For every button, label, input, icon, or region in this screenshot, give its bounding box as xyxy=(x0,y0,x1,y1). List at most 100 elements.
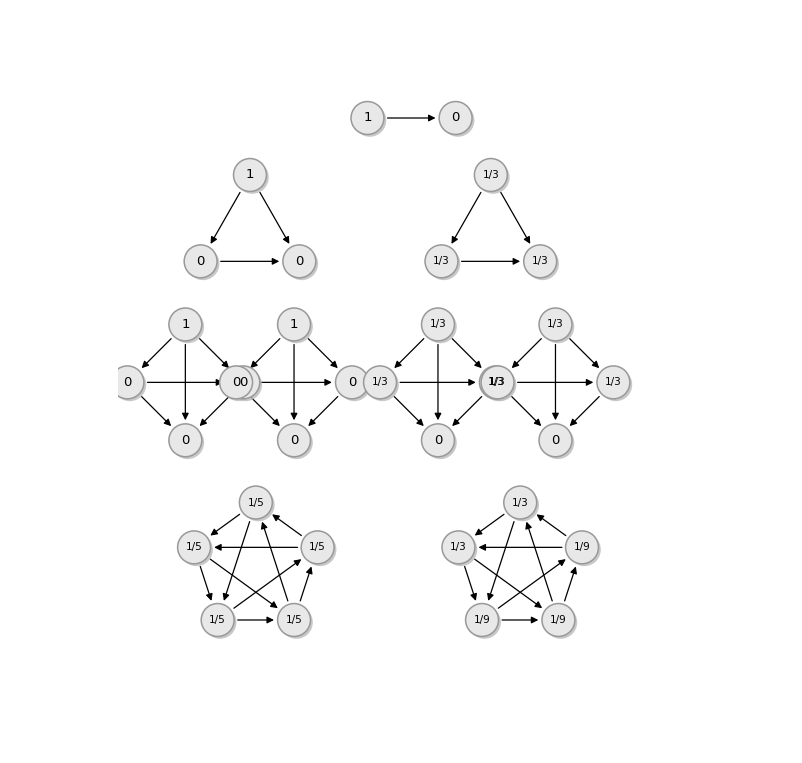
Text: 1/3: 1/3 xyxy=(546,320,563,330)
Circle shape xyxy=(113,369,146,401)
Text: 1/3: 1/3 xyxy=(482,170,499,180)
Circle shape xyxy=(479,366,512,399)
Text: 1: 1 xyxy=(290,318,298,331)
Text: 1/3: 1/3 xyxy=(449,542,466,552)
Circle shape xyxy=(301,531,334,564)
Circle shape xyxy=(111,366,144,399)
Circle shape xyxy=(421,308,454,341)
Text: 0: 0 xyxy=(551,434,559,447)
Circle shape xyxy=(541,311,573,343)
Text: 1: 1 xyxy=(245,169,254,182)
Text: 0: 0 xyxy=(232,376,240,389)
Text: 1/3: 1/3 xyxy=(488,378,505,388)
Text: 1/3: 1/3 xyxy=(531,256,548,266)
Circle shape xyxy=(468,606,500,639)
Text: 1/5: 1/5 xyxy=(286,615,302,625)
Circle shape xyxy=(201,604,234,636)
Circle shape xyxy=(277,424,310,457)
Circle shape xyxy=(567,533,600,566)
Circle shape xyxy=(168,308,201,341)
Circle shape xyxy=(280,427,313,459)
Text: 0: 0 xyxy=(295,255,303,268)
Circle shape xyxy=(350,101,383,134)
Circle shape xyxy=(233,159,266,192)
Text: 1/5: 1/5 xyxy=(309,542,326,552)
Circle shape xyxy=(203,606,236,639)
Text: 1/5: 1/5 xyxy=(209,615,225,625)
Circle shape xyxy=(177,531,210,564)
Circle shape xyxy=(338,369,371,401)
Text: 1/9: 1/9 xyxy=(473,615,490,625)
Text: 0: 0 xyxy=(123,376,132,389)
Text: 0: 0 xyxy=(239,376,247,389)
Circle shape xyxy=(229,369,261,401)
Circle shape xyxy=(221,369,254,401)
Circle shape xyxy=(363,366,396,399)
Circle shape xyxy=(180,533,213,566)
Circle shape xyxy=(444,533,476,566)
Circle shape xyxy=(596,366,629,399)
Circle shape xyxy=(285,247,318,280)
Circle shape xyxy=(465,604,498,636)
Circle shape xyxy=(184,245,217,278)
Circle shape xyxy=(277,308,310,341)
Circle shape xyxy=(541,604,574,636)
Circle shape xyxy=(538,424,571,457)
Circle shape xyxy=(476,161,509,194)
Circle shape xyxy=(423,311,456,343)
Circle shape xyxy=(226,366,259,399)
Circle shape xyxy=(236,161,269,194)
Circle shape xyxy=(598,369,631,401)
Circle shape xyxy=(239,486,272,519)
Circle shape xyxy=(439,101,472,134)
Circle shape xyxy=(441,531,474,564)
Circle shape xyxy=(335,366,368,399)
Text: 1/3: 1/3 xyxy=(371,378,388,388)
Circle shape xyxy=(280,606,313,639)
Circle shape xyxy=(544,606,577,639)
Circle shape xyxy=(483,369,516,401)
Text: 0: 0 xyxy=(451,111,460,124)
Circle shape xyxy=(421,424,454,457)
Circle shape xyxy=(171,311,204,343)
Text: 1/3: 1/3 xyxy=(429,320,446,330)
Text: 0: 0 xyxy=(347,376,356,389)
Circle shape xyxy=(241,488,274,521)
Circle shape xyxy=(505,488,538,521)
Circle shape xyxy=(480,366,513,399)
Text: 1/9: 1/9 xyxy=(549,615,566,625)
Text: 1/3: 1/3 xyxy=(432,256,449,266)
Circle shape xyxy=(474,159,507,192)
Circle shape xyxy=(481,369,514,401)
Text: 1: 1 xyxy=(181,318,189,331)
Circle shape xyxy=(282,245,315,278)
Circle shape xyxy=(441,104,474,137)
Circle shape xyxy=(503,486,536,519)
Text: 1/3: 1/3 xyxy=(511,497,528,507)
Circle shape xyxy=(171,427,204,459)
Circle shape xyxy=(186,247,219,280)
Text: 1: 1 xyxy=(363,111,371,124)
Circle shape xyxy=(427,247,460,280)
Circle shape xyxy=(525,247,558,280)
Circle shape xyxy=(303,533,336,566)
Text: 0: 0 xyxy=(290,434,298,447)
Circle shape xyxy=(366,369,399,401)
Text: 1/3: 1/3 xyxy=(604,378,621,388)
Circle shape xyxy=(541,427,573,459)
Text: 0: 0 xyxy=(196,255,205,268)
Circle shape xyxy=(424,245,457,278)
Circle shape xyxy=(523,245,556,278)
Text: 1/9: 1/9 xyxy=(573,542,589,552)
Circle shape xyxy=(538,308,571,341)
Circle shape xyxy=(353,104,386,137)
Circle shape xyxy=(423,427,456,459)
Text: 0: 0 xyxy=(181,434,189,447)
Text: 1/5: 1/5 xyxy=(247,497,264,507)
Text: 0: 0 xyxy=(433,434,442,447)
Text: 1/3: 1/3 xyxy=(487,378,504,388)
Text: 1/5: 1/5 xyxy=(185,542,202,552)
Circle shape xyxy=(220,366,253,399)
Circle shape xyxy=(277,604,310,636)
Circle shape xyxy=(280,311,313,343)
